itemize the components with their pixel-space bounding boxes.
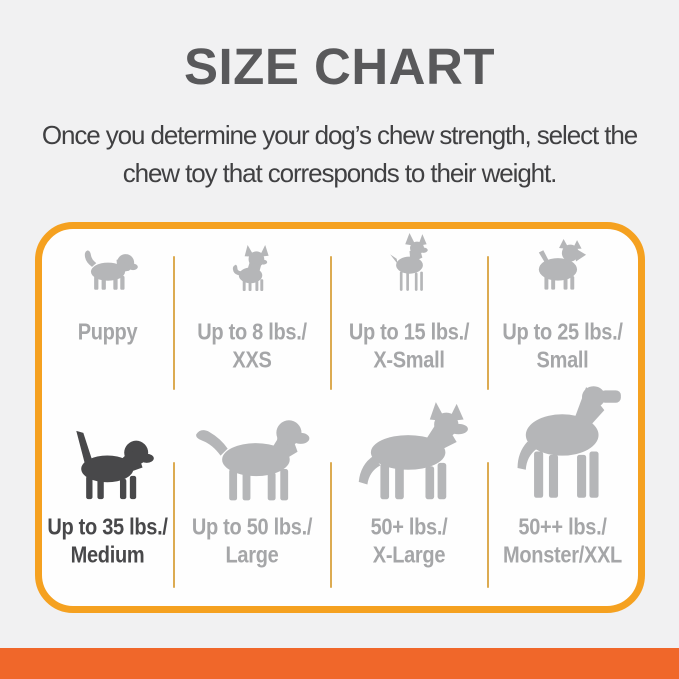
beagle-icon bbox=[62, 428, 154, 502]
page-title: SIZE CHART bbox=[184, 38, 495, 95]
size-label-line2: X-Large bbox=[372, 542, 446, 569]
size-cell-label: Up to 50 lbs./ Large bbox=[191, 514, 313, 569]
size-cell-medium: Up to 35 lbs./ Medium bbox=[42, 409, 174, 606]
german-shepherd-icon bbox=[344, 402, 474, 502]
subtitle-line-2: chew toy that corresponds to their weigh… bbox=[122, 158, 558, 188]
size-label-line1: Up to 25 lbs./ bbox=[502, 320, 623, 346]
miniature-pinscher-icon bbox=[387, 233, 432, 293]
size-chart-card: Puppy bbox=[34, 222, 645, 613]
size-cell-xlarge: 50+ lbs./ X-Large bbox=[331, 402, 488, 606]
column-divider bbox=[486, 256, 489, 390]
size-cell-label: 50++ lbs./ Monster/XXL bbox=[503, 514, 622, 569]
subtitle-line-1: Once you determine your dog’s chew stren… bbox=[41, 120, 638, 150]
subtitle: Once you determine your dog’s chew stren… bbox=[0, 116, 679, 192]
size-cell-label: Puppy bbox=[78, 319, 138, 374]
size-label-line2: XXS bbox=[232, 347, 272, 374]
size-label-line1: Up to 8 lbs./ bbox=[197, 320, 307, 346]
size-label-line2: X-Small bbox=[373, 347, 445, 374]
size-label-line1: 50+ lbs./ bbox=[370, 515, 448, 541]
puppy-icon bbox=[76, 245, 140, 293]
size-label-line1: Up to 15 lbs./ bbox=[348, 320, 470, 346]
size-cell-small: Up to 25 lbs./ Small bbox=[488, 229, 638, 409]
size-label-line2: Medium bbox=[70, 542, 145, 569]
size-label-line1: 50++ lbs./ bbox=[518, 515, 607, 541]
size-cell-monster-xxl: 50++ lbs./ Monster/XXL bbox=[488, 386, 638, 606]
column-divider bbox=[486, 462, 489, 588]
size-label-line1: Puppy bbox=[77, 320, 138, 346]
size-cell-label: 50+ lbs./ X-Large bbox=[371, 514, 448, 569]
column-divider bbox=[172, 256, 175, 390]
size-cell-puppy: Puppy bbox=[42, 229, 174, 409]
labrador-icon bbox=[193, 414, 311, 502]
size-cell-label: Up to 8 lbs./ XXS bbox=[197, 319, 307, 374]
size-label-line2: Small bbox=[536, 347, 589, 374]
column-divider bbox=[329, 462, 332, 588]
size-cell-label: Up to 25 lbs./ Small bbox=[502, 319, 623, 374]
footer-accent-bar bbox=[0, 648, 679, 679]
size-label-line2: Large bbox=[225, 542, 279, 569]
column-divider bbox=[329, 256, 332, 390]
chihuahua-icon bbox=[230, 244, 274, 293]
size-cell-label: Up to 15 lbs./ X-Small bbox=[348, 319, 470, 374]
column-divider bbox=[172, 462, 175, 588]
size-cell-large: Up to 50 lbs./ Large bbox=[174, 409, 331, 606]
size-label-line2: Monster/XXL bbox=[503, 542, 622, 569]
great-dane-icon bbox=[501, 382, 625, 502]
size-label-line1: Up to 50 lbs./ bbox=[191, 515, 313, 541]
size-label-line1: Up to 35 lbs./ bbox=[47, 515, 168, 541]
size-cell-label: Up to 35 lbs./ Medium bbox=[47, 514, 168, 569]
terrier-icon bbox=[532, 239, 594, 293]
size-cell-xsmall: Up to 15 lbs./ X-Small bbox=[331, 229, 488, 409]
size-cell-xxs: Up to 8 lbs./ XXS bbox=[174, 229, 331, 409]
